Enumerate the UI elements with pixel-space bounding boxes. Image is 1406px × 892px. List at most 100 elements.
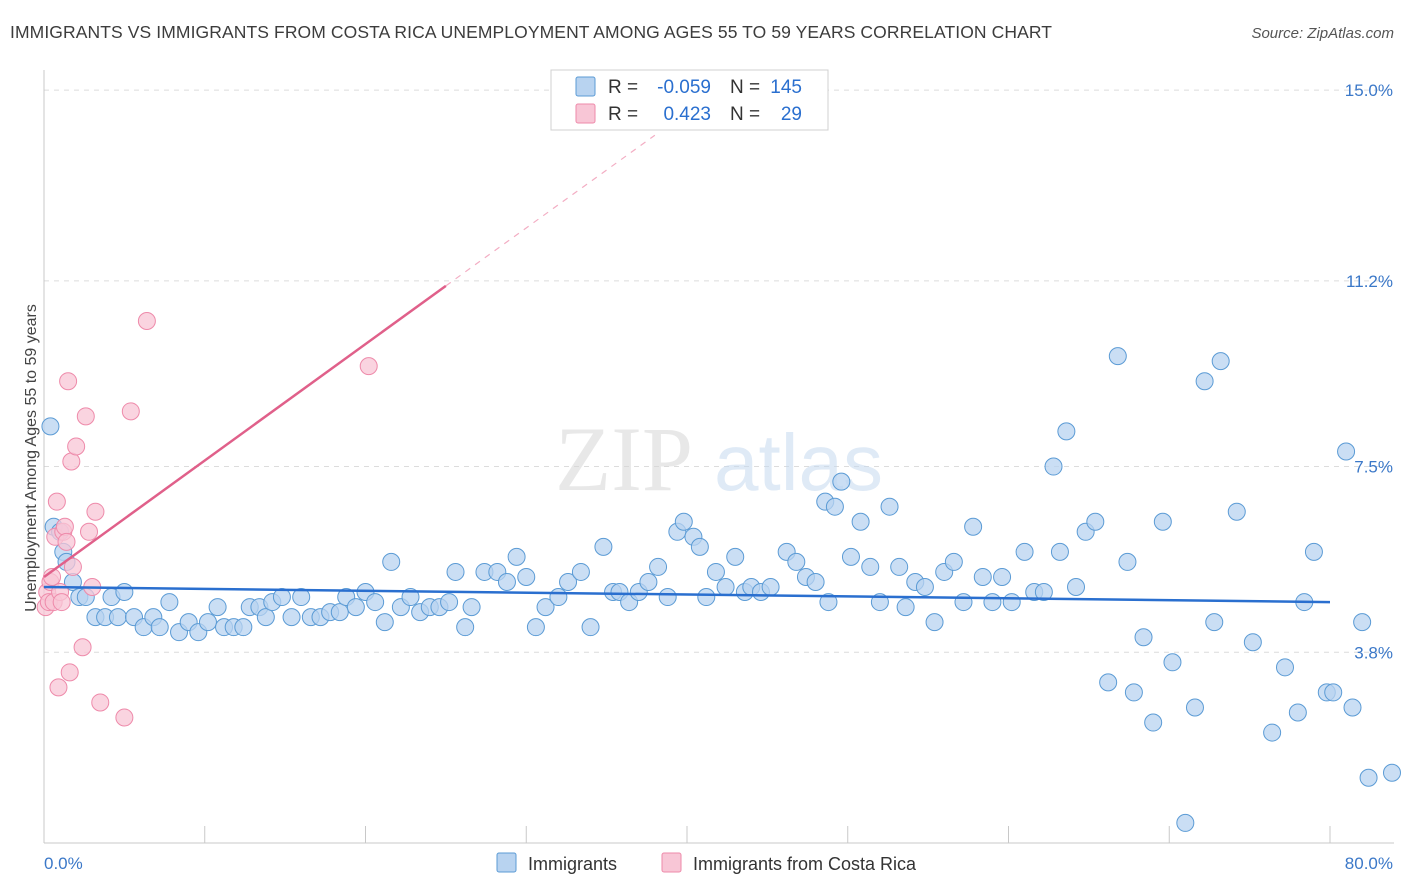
- data-point: [1211, 352, 1230, 371]
- data-point: [150, 618, 169, 637]
- data-point: [1359, 768, 1378, 787]
- data-point: [292, 588, 311, 607]
- data-point: [526, 618, 545, 637]
- data-point: [925, 613, 944, 632]
- data-point: [964, 517, 983, 536]
- data-point: [1185, 698, 1204, 717]
- data-point: [559, 572, 578, 591]
- costa-rica-points: [36, 311, 378, 727]
- costa-rica-trend-extension: [445, 134, 656, 287]
- legend-label-costa-rica: Immigrants from Costa Rica: [693, 854, 917, 874]
- data-point: [62, 452, 81, 471]
- data-point: [706, 562, 725, 581]
- data-point: [41, 417, 60, 436]
- data-point: [1353, 613, 1372, 632]
- data-point: [1118, 552, 1137, 571]
- data-point: [954, 593, 973, 612]
- data-point: [1108, 347, 1127, 366]
- data-point: [366, 593, 385, 612]
- data-point: [571, 562, 590, 581]
- data-point: [462, 598, 481, 617]
- data-point: [208, 598, 227, 617]
- data-point: [57, 532, 76, 551]
- data-point: [517, 567, 536, 586]
- data-point: [160, 593, 179, 612]
- data-point: [76, 407, 95, 426]
- chart-title: IMMIGRANTS VS IMMIGRANTS FROM COSTA RICA…: [10, 22, 1053, 42]
- data-point: [841, 547, 860, 566]
- data-point: [55, 517, 74, 536]
- data-point: [1144, 713, 1163, 732]
- data-point: [346, 598, 365, 617]
- data-point: [915, 578, 934, 597]
- data-point: [806, 572, 825, 591]
- data-point: [86, 502, 105, 521]
- data-point: [825, 497, 844, 516]
- data-point: [1067, 578, 1086, 597]
- data-point: [761, 578, 780, 597]
- legend-label-immigrants: Immigrants: [528, 854, 617, 874]
- data-point: [697, 588, 716, 607]
- data-point: [890, 557, 909, 576]
- data-point: [1205, 613, 1224, 632]
- data-point: [1195, 372, 1214, 391]
- data-point: [382, 552, 401, 571]
- watermark-zip: ZIP: [555, 408, 693, 510]
- data-point: [1050, 542, 1069, 561]
- stats-r-label-pink: R =: [608, 104, 638, 125]
- data-point: [851, 512, 870, 531]
- x-tick-label-max: 80.0%: [1345, 854, 1393, 873]
- x-ticks: [43, 826, 1331, 843]
- data-point: [282, 608, 301, 627]
- grid-lines: [44, 89, 1394, 653]
- data-point: [1002, 593, 1021, 612]
- data-point: [1263, 723, 1282, 742]
- data-point: [1134, 628, 1153, 647]
- data-point: [716, 578, 735, 597]
- data-point: [690, 537, 709, 556]
- data-point: [59, 372, 78, 391]
- data-point: [52, 593, 71, 612]
- data-point: [993, 567, 1012, 586]
- data-point: [1337, 442, 1356, 461]
- data-point: [1243, 633, 1262, 652]
- y-tick-label: 15.0%: [1345, 81, 1393, 100]
- data-point: [108, 608, 127, 627]
- source-label: Source: ZipAtlas.com: [1251, 25, 1394, 42]
- data-point: [1176, 813, 1195, 832]
- data-point: [49, 678, 68, 697]
- data-point: [1304, 542, 1323, 561]
- data-point: [330, 603, 349, 622]
- data-point: [787, 552, 806, 571]
- y-tick-label: 7.5%: [1354, 458, 1393, 477]
- data-point: [1275, 658, 1294, 677]
- data-point: [137, 311, 156, 330]
- data-point: [1163, 653, 1182, 672]
- data-point: [91, 693, 110, 712]
- data-point: [47, 492, 66, 511]
- stats-r-value-blue: -0.059: [657, 77, 711, 98]
- trend-lines: [43, 134, 1331, 604]
- stats-n-label-blue: N =: [730, 77, 760, 98]
- stats-n-label-pink: N =: [730, 104, 760, 125]
- data-point: [60, 663, 79, 682]
- data-point: [1383, 763, 1401, 782]
- stats-r-value-pink: 0.423: [663, 104, 711, 125]
- data-point: [198, 613, 217, 632]
- legend-swatch-immigrants: [496, 852, 517, 873]
- stats-n-value-pink: 29: [781, 104, 802, 125]
- stats-swatch-pink: [575, 103, 596, 124]
- data-point: [1153, 512, 1172, 531]
- data-point: [401, 588, 420, 607]
- data-point: [67, 437, 86, 456]
- data-point: [944, 552, 963, 571]
- data-point: [549, 588, 568, 607]
- data-point: [1086, 512, 1105, 531]
- data-point: [63, 557, 82, 576]
- data-point: [456, 618, 475, 637]
- data-point: [581, 618, 600, 637]
- y-tick-label: 3.8%: [1354, 643, 1393, 662]
- costa-rica-trend-line: [43, 284, 447, 578]
- stats-r-label-blue: R =: [608, 77, 638, 98]
